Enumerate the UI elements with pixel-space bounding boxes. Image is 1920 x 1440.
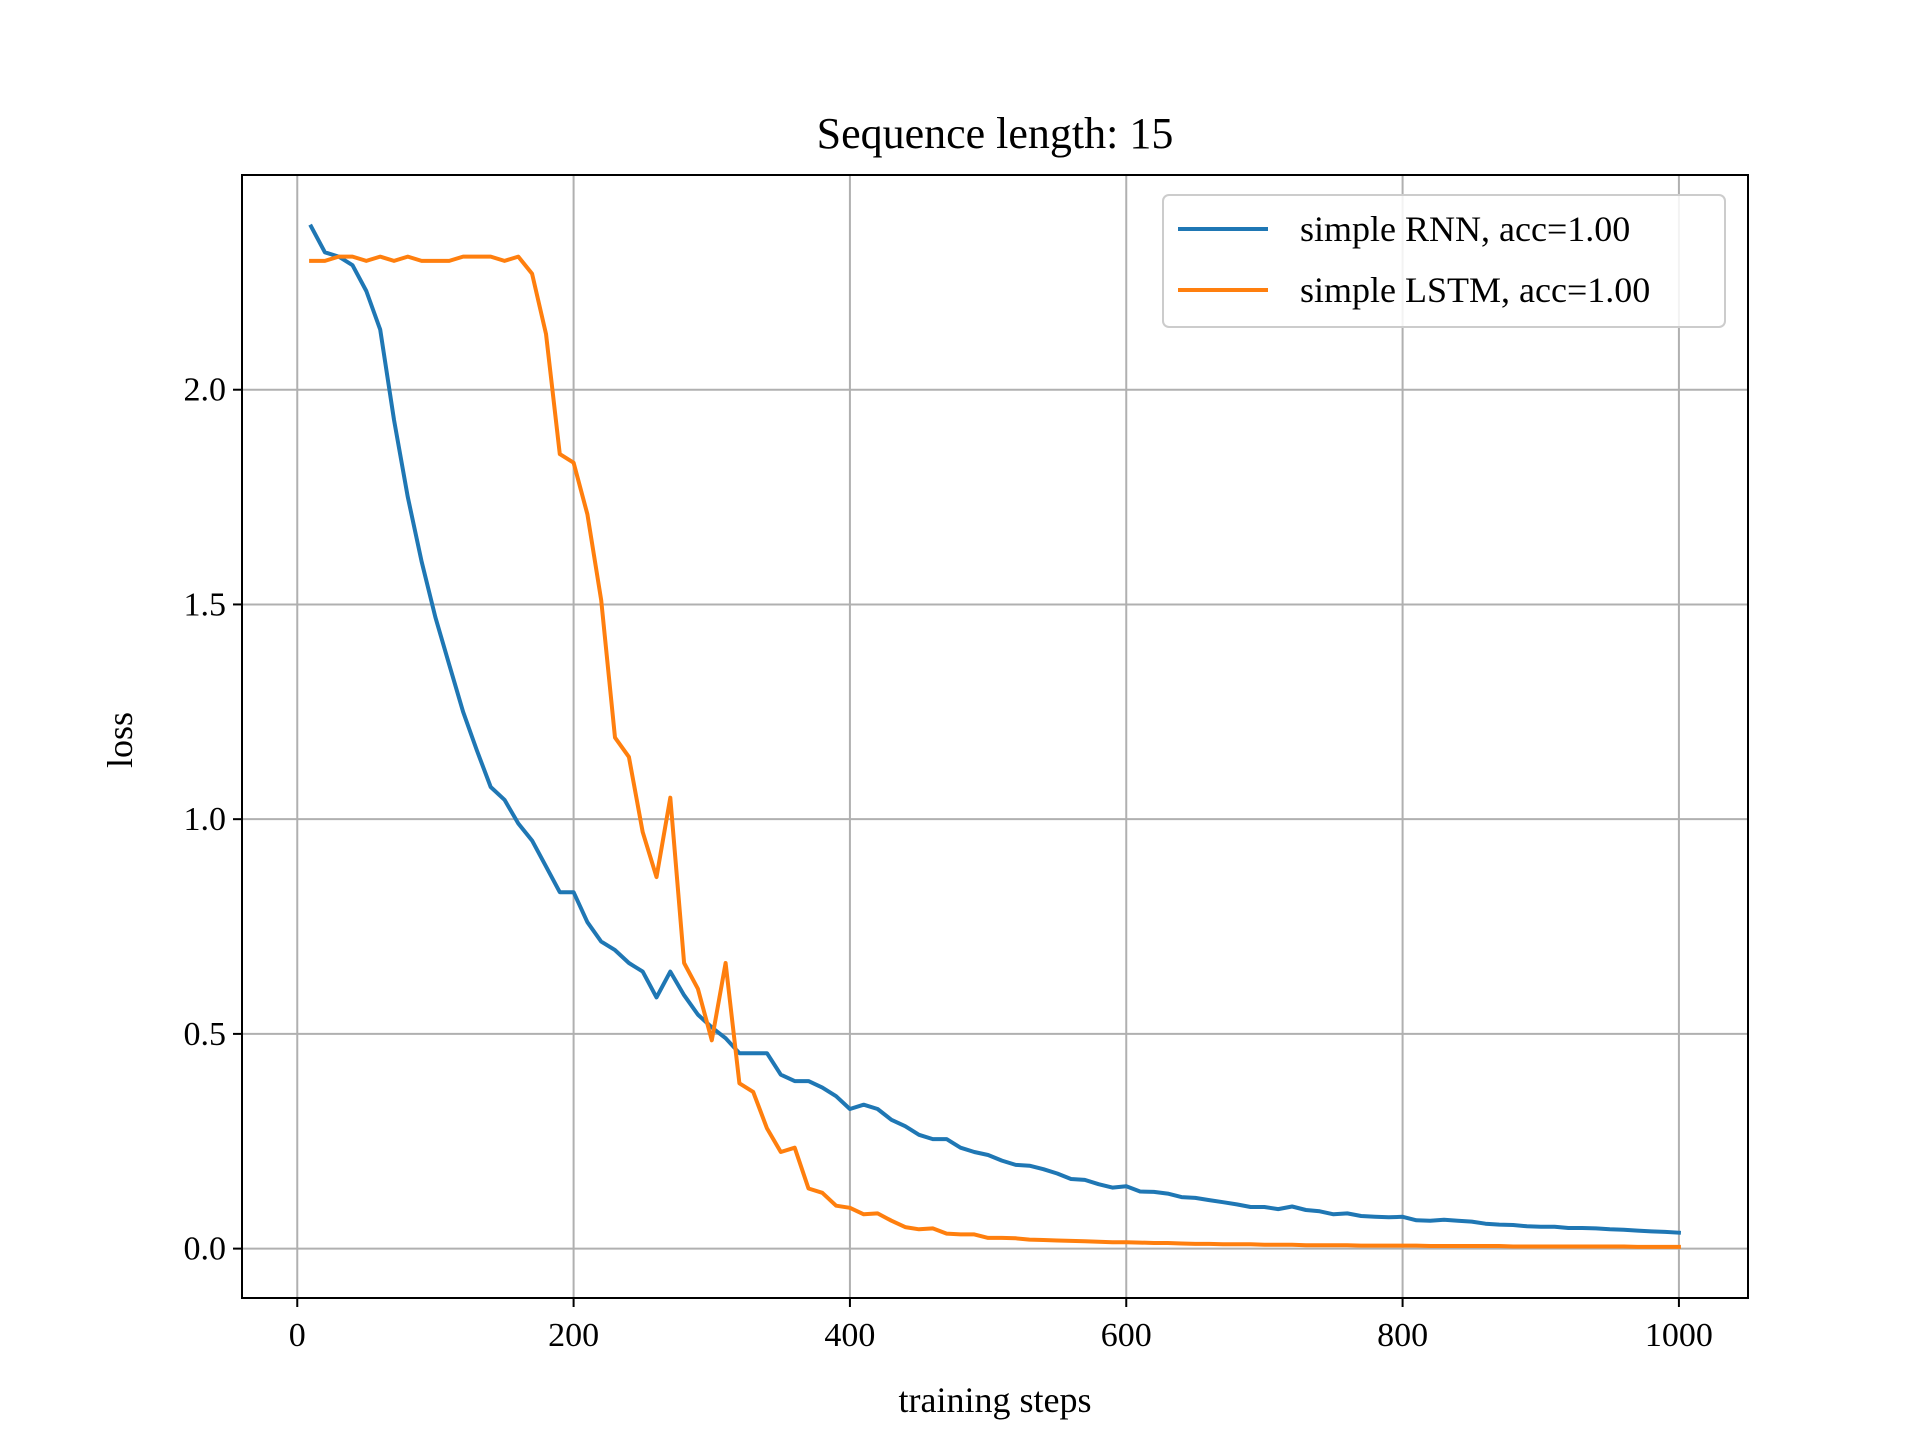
x-tick-label: 600 [1101, 1317, 1152, 1354]
x-tick-label: 800 [1377, 1317, 1428, 1354]
legend-label: simple RNN, acc=1.00 [1300, 209, 1630, 249]
y-axis-label: loss [100, 712, 140, 768]
y-tick-label: 0.5 [184, 1016, 227, 1053]
series-line-rnn [308, 223, 1682, 1235]
y-tick-label: 1.5 [184, 586, 227, 623]
plot-frame [241, 174, 1749, 1299]
y-tick-label: 1.0 [184, 801, 227, 838]
chart-title: Sequence length: 15 [817, 109, 1174, 158]
y-tick-label: 0.0 [184, 1231, 227, 1268]
legend-box [1162, 194, 1726, 328]
x-axis-label: training steps [899, 1380, 1092, 1420]
legend-label: simple LSTM, acc=1.00 [1300, 270, 1650, 310]
grid [242, 175, 1748, 1298]
ticks: 0 200 400 600 800 1000 0.0 0.5 1.0 1.5 2.0 [184, 372, 1713, 1354]
series-line-lstm [309, 254, 1681, 1249]
y-tick-label: 2.0 [184, 372, 227, 409]
x-tick-label: 200 [548, 1317, 599, 1354]
x-tick-label: 1000 [1645, 1317, 1713, 1354]
x-tick-label: 400 [824, 1317, 875, 1354]
series-group [308, 223, 1682, 1249]
legend: simple RNN, acc=1.00 simple LSTM, acc=1.0… [1162, 194, 1726, 328]
x-tick-label: 0 [289, 1317, 306, 1354]
